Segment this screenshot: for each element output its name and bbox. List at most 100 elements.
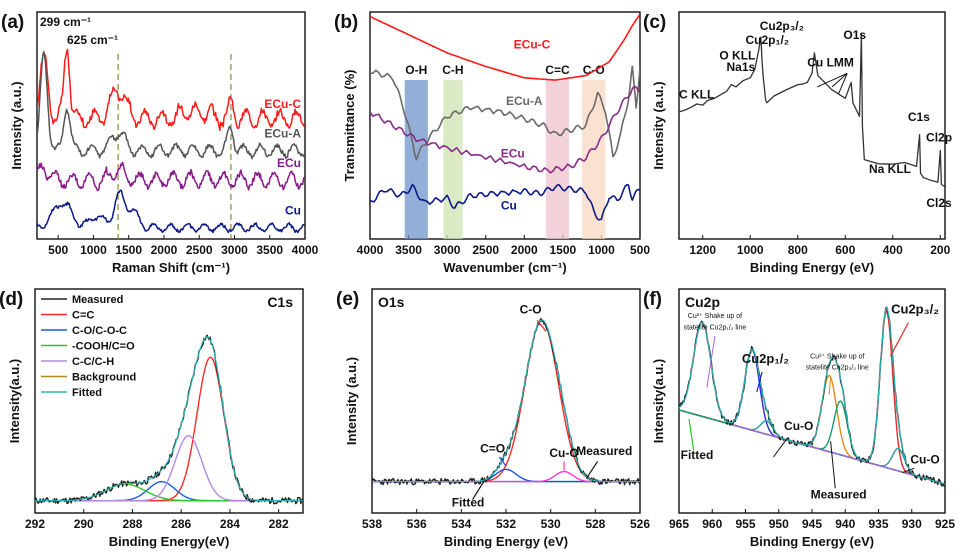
- x-tick-label: 960: [702, 517, 722, 531]
- x-tick-label: 1500: [115, 243, 142, 257]
- x-tick-label: 286: [171, 517, 191, 531]
- plot-frame: [36, 11, 306, 240]
- panel-label: (e): [336, 289, 359, 310]
- leader-line: [773, 438, 788, 458]
- x-tick-label: 538: [362, 517, 382, 531]
- leader-line: [471, 481, 485, 500]
- series-label: ECu-C: [514, 37, 551, 51]
- fitted-curve: [372, 319, 640, 483]
- peak-label: Na KLL: [869, 162, 911, 176]
- band-label: C=C: [545, 63, 570, 77]
- leader-line: [817, 72, 848, 88]
- x-tick-label: 1000: [737, 243, 764, 257]
- series-ECu-C: [370, 13, 640, 81]
- series-label: ECu-C: [264, 97, 301, 111]
- panel-label: (b): [334, 12, 358, 33]
- series-label: ECu-A: [264, 126, 301, 140]
- leader-line: [585, 461, 599, 479]
- panel-b: 4000 3500 3000 2500 2000 1500 1000 500 Wavenumbe…: [334, 11, 650, 275]
- series-label: Cu: [501, 198, 517, 212]
- band-C-H: [443, 80, 463, 239]
- y-axis-label: Intensity(a.u.): [7, 359, 22, 444]
- panel-label: (a): [1, 12, 24, 33]
- x-tick-label: 532: [496, 517, 516, 531]
- panel-label: (d): [0, 289, 23, 310]
- y-axis-label: Transmittance (%): [342, 70, 357, 182]
- panel-f: 965 960 955 950 945 940 935 930 925 Binding Energ…: [643, 288, 955, 549]
- leader-line: [830, 441, 836, 489]
- x-tick-label: 3000: [221, 243, 248, 257]
- x-tick-label: 3500: [395, 243, 422, 257]
- y-axis-label: Intensity (a.u.): [651, 81, 666, 169]
- series-label: ECu-A: [506, 94, 543, 108]
- satellite-note: statelite Cu2p₃/₂ line: [806, 365, 869, 372]
- x-tick-label: 930: [902, 517, 922, 531]
- series-label: Cu: [285, 204, 301, 218]
- series-Cu: [370, 183, 640, 221]
- fitted-curve: [35, 336, 303, 502]
- peak-label: Cu2p₁/₂: [742, 351, 789, 366]
- panel-label: (c): [643, 12, 666, 33]
- peak-label: Cl2s: [926, 196, 952, 210]
- x-tick-label: 400: [883, 243, 903, 257]
- legend-entry: -COOH/C=O: [72, 341, 135, 353]
- fitted-curve: [679, 307, 945, 485]
- x-axis-label: Binding Energy(eV): [109, 534, 230, 549]
- series-ECu-A: [370, 65, 640, 161]
- peak-label: Cu2p₁/₂: [746, 33, 790, 47]
- x-tick-label: 1200: [689, 243, 716, 257]
- x-tick-label: 925: [935, 517, 955, 531]
- x-tick-label: 945: [802, 517, 822, 531]
- panel-title: O1s: [378, 294, 405, 310]
- x-axis-label: Binding Energy (eV): [750, 534, 874, 549]
- x-tick-label: 1500: [550, 243, 577, 257]
- survey-spectrum: [679, 34, 945, 188]
- panel-e: 538 536 534 532 530 528 526 Binding Energy (eV)…: [336, 288, 650, 549]
- x-tick-label: 288: [122, 517, 142, 531]
- x-tick-label: 3000: [434, 243, 461, 257]
- x-axis-label: Raman Shift (cm⁻¹): [112, 260, 230, 275]
- leader-line: [838, 73, 848, 94]
- peak-label: Fitted: [452, 495, 485, 509]
- panel-c: 1200 1000 800 600 400 200 Binding Energy (eV) I…: [643, 11, 952, 275]
- x-tick-label: 2000: [511, 243, 538, 257]
- leader-line: [498, 456, 507, 467]
- x-tick-label: 965: [669, 517, 689, 531]
- x-tick-label: 2000: [151, 243, 178, 257]
- x-tick-label: 1000: [588, 243, 615, 257]
- peak-label: Cu-O: [784, 419, 813, 433]
- leader-line: [902, 467, 915, 474]
- legend-entry: Fitted: [72, 387, 102, 399]
- legend-entry: Background: [72, 372, 136, 384]
- panel-label: (f): [643, 289, 662, 310]
- leader-line: [536, 319, 547, 332]
- peak-label: C-O: [520, 303, 542, 317]
- x-tick-label: 940: [835, 517, 855, 531]
- series-Cu: [37, 189, 305, 234]
- x-tick-label: 2500: [186, 243, 213, 257]
- x-tick-label: 950: [769, 517, 789, 531]
- leader-line: [828, 376, 832, 395]
- x-tick-label: 534: [451, 517, 471, 531]
- component-Cu-O: [372, 470, 640, 483]
- leader-line: [688, 418, 695, 451]
- legend-entry: C=C: [72, 310, 94, 322]
- x-tick-label: 500: [630, 243, 650, 257]
- peak-label: Measured: [811, 487, 867, 501]
- x-tick-label: 200: [930, 243, 950, 257]
- x-tick-label: 284: [220, 517, 240, 531]
- peak-label: Cl2p: [926, 130, 952, 144]
- panel-d: 292 290 288 286 284 282 Binding Energy(eV) Inte…: [0, 288, 304, 549]
- leader-line: [831, 72, 848, 88]
- peak-label: C KLL: [679, 87, 714, 101]
- x-tick-label: 290: [74, 517, 94, 531]
- plot-frame: [371, 288, 641, 514]
- series-label: ECu: [277, 156, 301, 170]
- peak-label: Cu2p₃/₂: [891, 302, 939, 317]
- band-label: O-H: [405, 63, 427, 77]
- x-axis-label: Wavenumber (cm⁻¹): [443, 260, 566, 275]
- measured-curve: [372, 318, 640, 486]
- satellite-note: Cu²⁺ Shake up of: [688, 313, 742, 320]
- x-tick-label: 500: [48, 243, 68, 257]
- peak-annotation: 625 cm⁻¹: [67, 33, 118, 47]
